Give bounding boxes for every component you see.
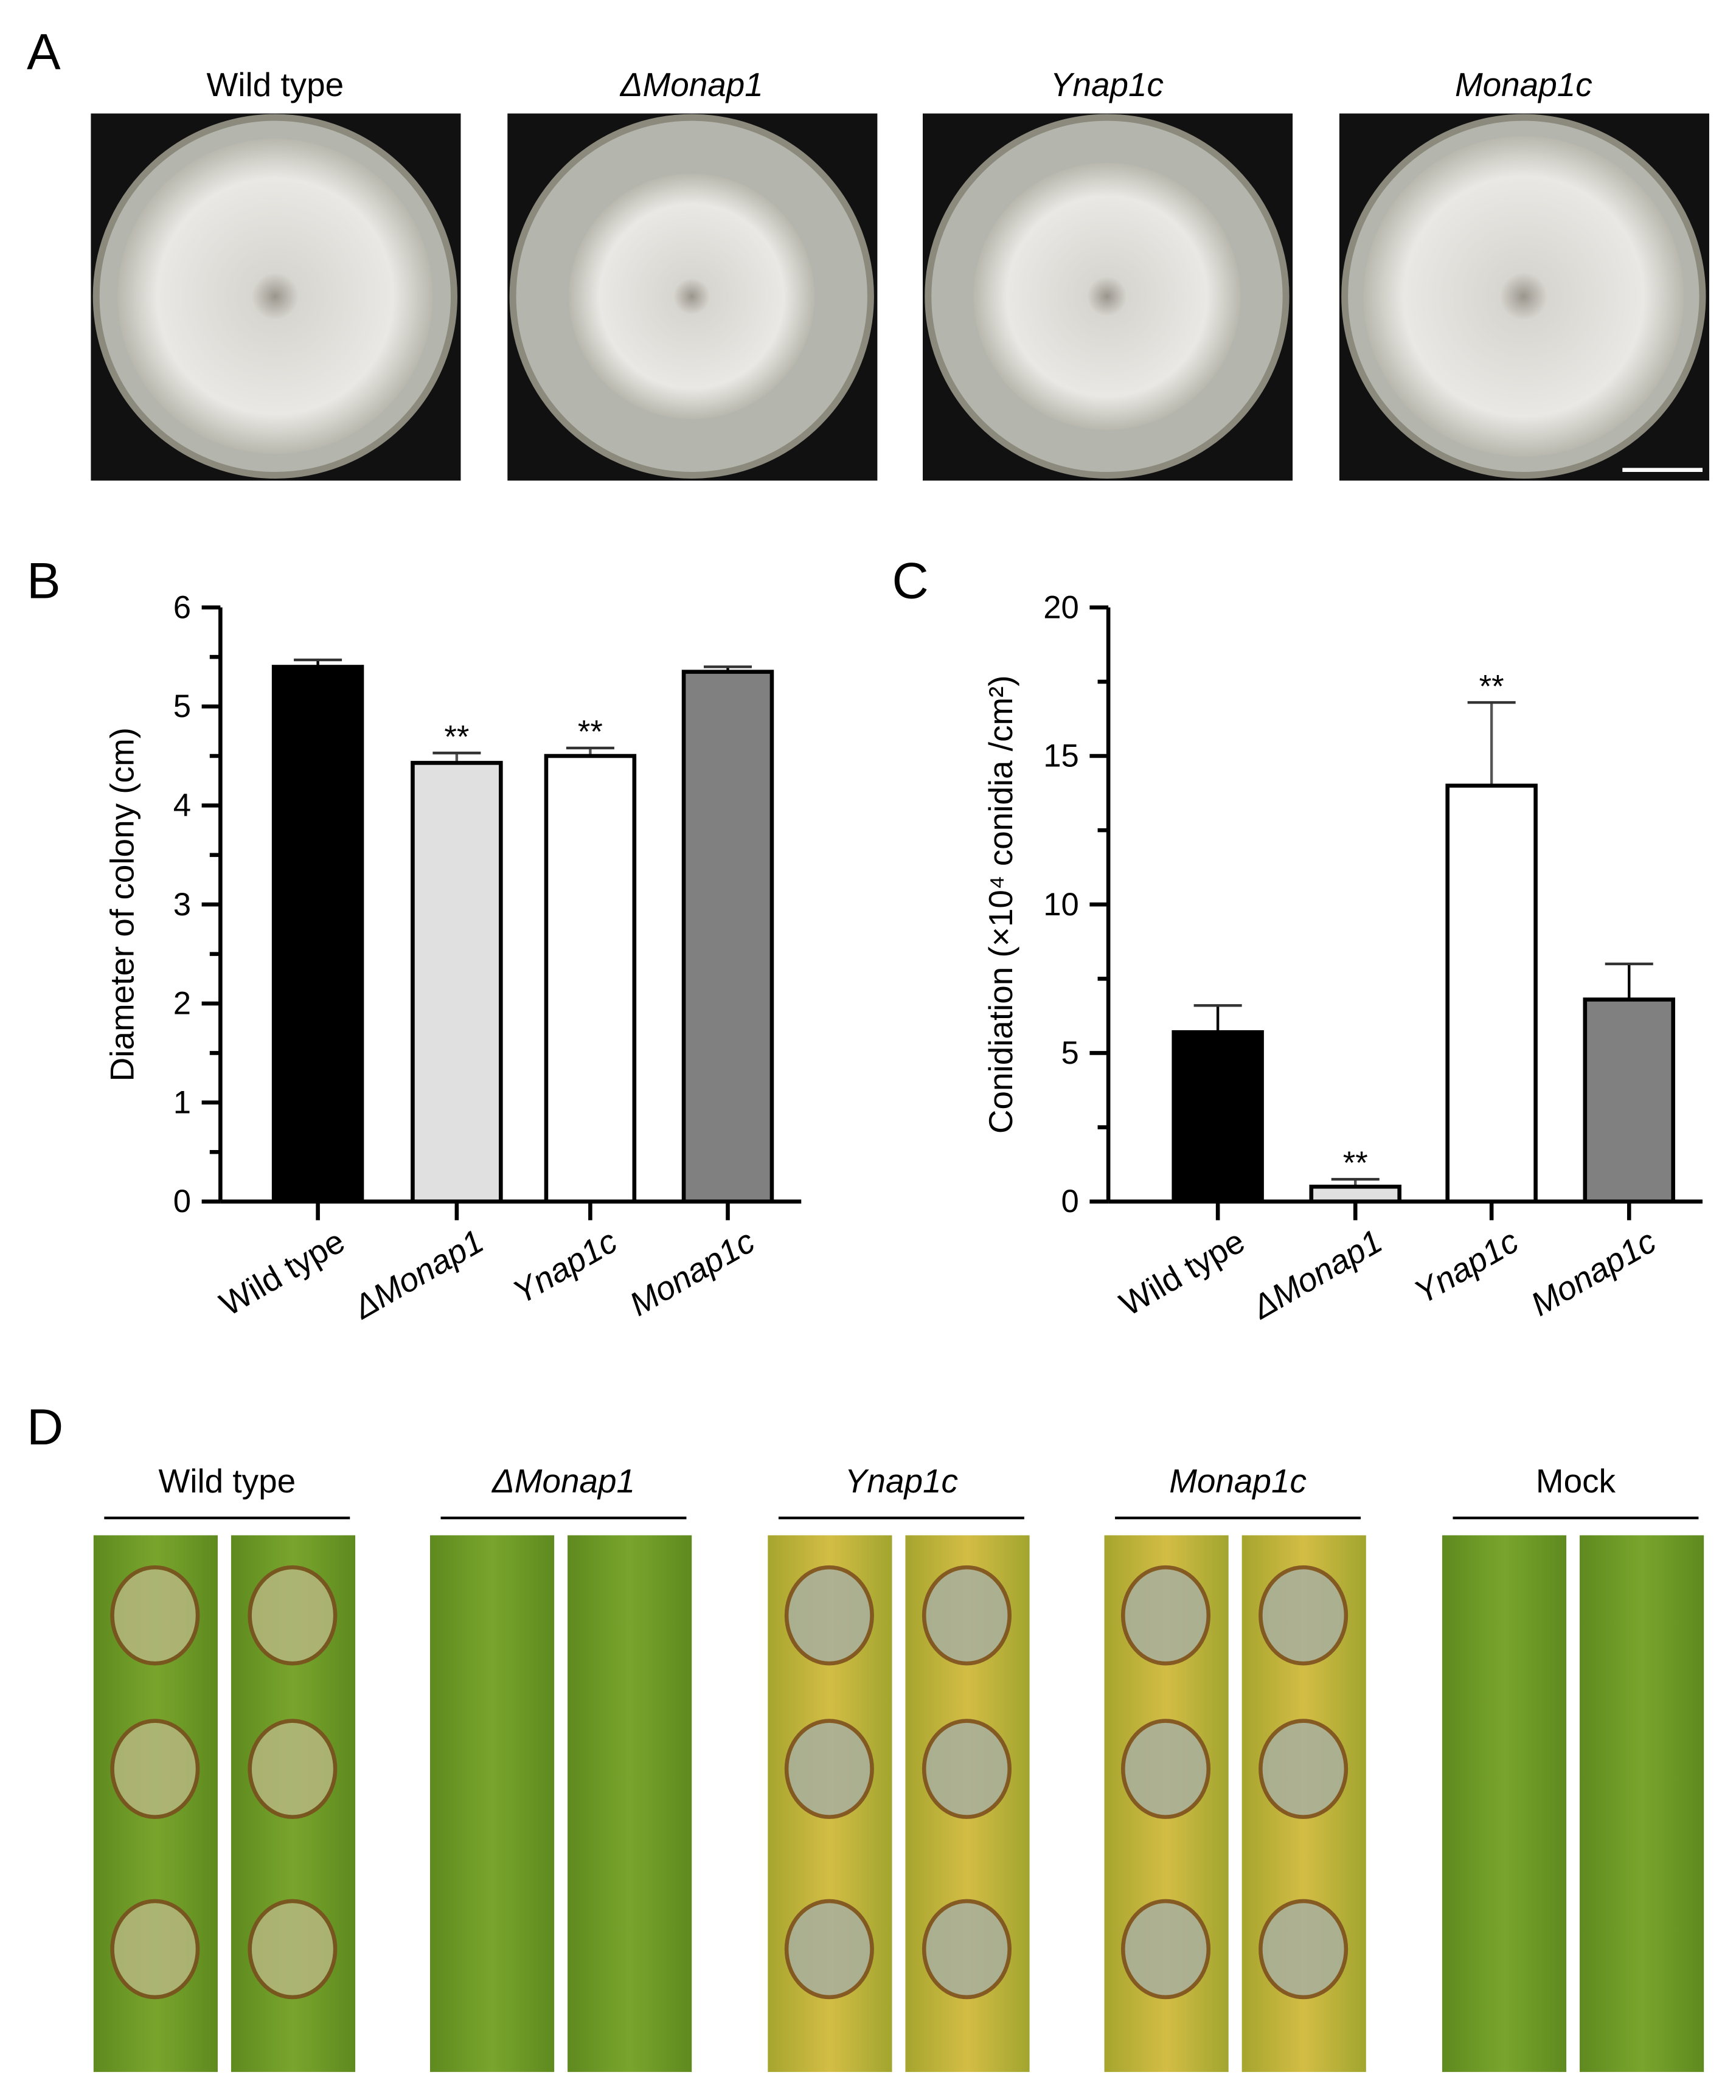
x-tick-label: Monap1c (1524, 1222, 1662, 1323)
lesion (922, 1899, 1012, 2000)
x-tick-label: Wild type (214, 1222, 351, 1323)
panel-label: A (27, 23, 61, 80)
bar (1172, 1030, 1264, 1204)
lesion (784, 1719, 874, 1819)
y-tick-label: 15 (1043, 738, 1079, 774)
plate-photos: Wild type ΔMonap1 Ynap1c Monap1c (91, 66, 1709, 481)
colony (973, 162, 1241, 430)
plate-title: ΔMonap1 (619, 66, 763, 103)
lesion (1259, 1565, 1349, 1666)
y-tick-label: 3 (173, 887, 191, 923)
leaf (568, 1535, 692, 2072)
lesion (784, 1899, 874, 2000)
x-tick-label: Monap1c (623, 1222, 760, 1323)
significance-label: ** (1343, 1145, 1368, 1181)
colony (1363, 136, 1684, 457)
lesion (1120, 1899, 1211, 2000)
panel-label: B (27, 552, 61, 609)
bar (1309, 1184, 1401, 1204)
lesion (1120, 1565, 1211, 1666)
lesion (110, 1565, 200, 1666)
bar (411, 761, 503, 1204)
group-title: Mock (1536, 1462, 1616, 1500)
y-tick-label: 10 (1043, 887, 1079, 923)
y-tick-label: 4 (173, 788, 191, 823)
y-tick-label: 20 (1043, 589, 1079, 625)
x-tick-label: ΔMonap1 (346, 1222, 490, 1326)
leaf (1442, 1535, 1567, 2072)
y-axis-label: Diameter of colony (cm) (103, 727, 141, 1081)
y-tick-label: 0 (1061, 1183, 1079, 1219)
lesion (110, 1899, 200, 2000)
group-title: Wild type (159, 1462, 296, 1500)
leaf (1580, 1535, 1704, 2072)
group-title: Ynap1c (845, 1462, 958, 1500)
x-tick-label: Ynap1c (1408, 1222, 1524, 1311)
bar (544, 754, 637, 1204)
colony (569, 173, 815, 420)
group-title: ΔMonap1 (491, 1462, 635, 1500)
bar (681, 670, 774, 1204)
lesion (1259, 1719, 1349, 1819)
panel-label: C (892, 552, 929, 609)
lesion (110, 1719, 200, 1819)
y-tick-label: 1 (173, 1084, 191, 1120)
bar (1583, 997, 1675, 1204)
group-title: Monap1c (1169, 1462, 1307, 1500)
colony (117, 139, 433, 454)
leaf-photos: Wild type ΔMonap1 Ynap1c Monap1c Mock (93, 1462, 1704, 2072)
lesion (922, 1565, 1012, 1666)
plate-title: Ynap1c (1050, 66, 1164, 103)
leaf (429, 1535, 555, 2072)
y-tick-label: 0 (173, 1183, 191, 1219)
x-tick-label: Wild type (1113, 1222, 1251, 1323)
panel-label: D (27, 1398, 63, 1455)
lesion (1120, 1719, 1211, 1819)
y-axis-label: Conidiation (×10⁴ conidia /cm²) (982, 675, 1019, 1134)
y-tick-label: 2 (173, 986, 191, 1022)
significance-label: ** (1479, 668, 1504, 704)
lesion (1259, 1899, 1349, 2000)
plate-title: Wild type (207, 66, 344, 103)
y-tick-label: 6 (173, 589, 191, 625)
significance-label: ** (444, 719, 469, 755)
lesion (922, 1719, 1012, 1819)
significance-label: ** (578, 714, 603, 750)
bar (271, 665, 364, 1204)
lesion (248, 1899, 338, 2000)
lesion (784, 1565, 874, 1666)
x-tick-label: Ynap1c (507, 1222, 623, 1311)
bar (1445, 783, 1538, 1204)
y-tick-label: 5 (173, 688, 191, 724)
lesion (248, 1565, 338, 1666)
plate-title: Monap1c (1455, 66, 1592, 103)
y-tick-label: 5 (1061, 1035, 1079, 1071)
x-tick-label: ΔMonap1 (1245, 1222, 1388, 1326)
lesion (248, 1719, 338, 1819)
